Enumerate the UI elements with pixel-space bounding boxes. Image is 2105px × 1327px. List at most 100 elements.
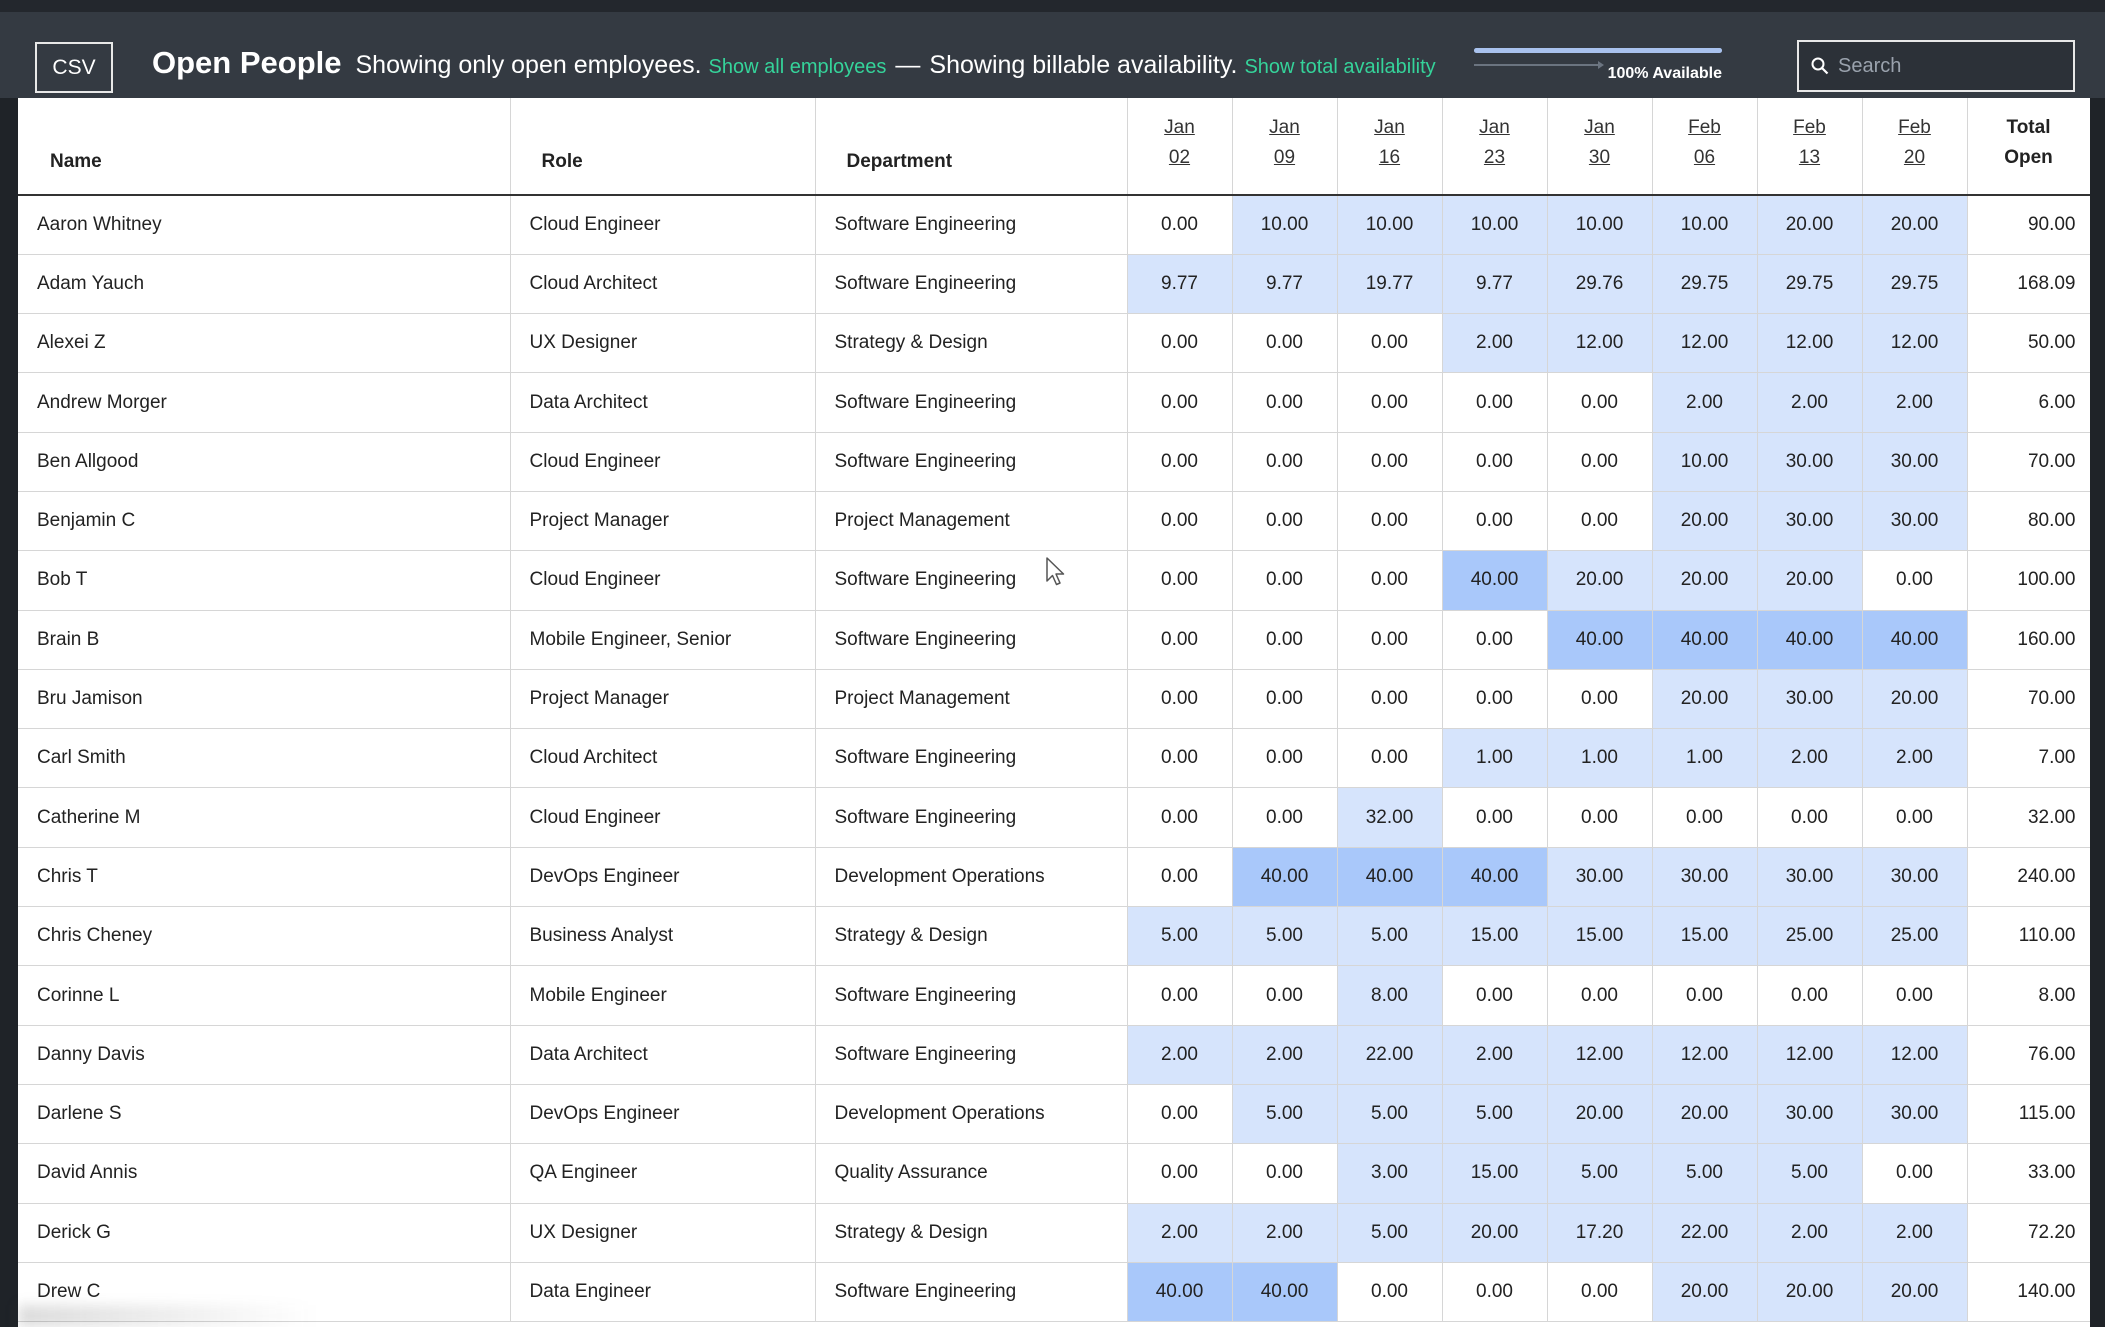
cell-department: Software Engineering — [815, 728, 1128, 789]
table-row[interactable]: Derick G UX Designer Strategy & Design 2.00… — [18, 1203, 2090, 1263]
cell-weekly-open-hours: 0.00 — [1757, 787, 1863, 848]
table-row[interactable]: Chris Cheney Business Analyst Strategy & D… — [18, 906, 2090, 967]
column-header-role[interactable]: Role — [510, 98, 816, 196]
cell-weekly-open-hours: 0.00 — [1127, 313, 1233, 374]
column-header-week[interactable]: Feb 13 — [1757, 98, 1863, 196]
cell-total-open: 72.20 — [1967, 1203, 2090, 1263]
cell-weekly-open-hours: 0.00 — [1442, 491, 1548, 552]
cell-name: Catherine M — [18, 787, 511, 848]
column-header-week[interactable]: Feb 20 — [1862, 98, 1968, 196]
cell-weekly-open-hours: 20.00 — [1652, 550, 1758, 611]
cell-weekly-open-hours: 0.00 — [1127, 669, 1233, 730]
table-row[interactable]: Ben Allgood Cloud Engineer Software Engine… — [18, 432, 2090, 492]
table-row[interactable]: Carl Smith Cloud Architect Software Engine… — [18, 728, 2090, 789]
week-month-label: Feb — [1898, 117, 1931, 138]
cell-weekly-open-hours: 0.00 — [1547, 787, 1653, 848]
cell-weekly-open-hours: 0.00 — [1232, 728, 1338, 789]
cell-weekly-open-hours: 40.00 — [1442, 550, 1548, 611]
cell-name: Ben Allgood — [18, 432, 511, 492]
column-header-week[interactable]: Jan 23 — [1442, 98, 1548, 196]
column-header-department[interactable]: Department — [815, 98, 1128, 196]
show-all-employees-link[interactable]: Show all employees — [708, 56, 887, 78]
table-row[interactable]: David Annis QA Engineer Quality Assurance 0… — [18, 1143, 2090, 1204]
table-row[interactable]: Adam Yauch Cloud Architect Software Engine… — [18, 254, 2090, 315]
table-row[interactable]: Bru Jamison Project Manager Project Manage… — [18, 669, 2090, 730]
cell-weekly-open-hours: 0.00 — [1862, 1143, 1968, 1204]
cell-weekly-open-hours: 12.00 — [1652, 313, 1758, 374]
week-day-label: 23 — [1483, 147, 1506, 168]
table-row[interactable]: Corinne L Mobile Engineer Software Enginee… — [18, 965, 2090, 1026]
cell-total-open: 160.00 — [1967, 610, 2090, 670]
cell-name: Benjamin C — [18, 491, 511, 552]
table-row[interactable]: Drew C Data Engineer Software Engineering 4… — [18, 1262, 2090, 1323]
cell-department: Software Engineering — [815, 965, 1128, 1026]
cell-name: Bru Jamison — [18, 669, 511, 730]
column-header-total-open[interactable]: Total Open — [1967, 98, 2090, 196]
cell-weekly-open-hours: 0.00 — [1232, 787, 1338, 848]
table-row[interactable]: Darlene S DevOps Engineer Development Oper… — [18, 1084, 2090, 1145]
cell-weekly-open-hours: 2.00 — [1862, 372, 1968, 433]
table-row[interactable]: Andrew Morger Data Architect Software Engi… — [18, 372, 2090, 433]
column-header-week[interactable]: Feb 06 — [1652, 98, 1758, 196]
column-header-week[interactable]: Jan 09 — [1232, 98, 1338, 196]
open-people-table-container: Name Role Department Jan 02 Jan 09 Jan 16 Jan 2… — [18, 98, 2090, 1327]
cell-weekly-open-hours: 40.00 — [1547, 610, 1653, 670]
cell-weekly-open-hours: 20.00 — [1862, 1262, 1968, 1323]
cell-weekly-open-hours: 40.00 — [1232, 1262, 1338, 1323]
cell-name: Darlene S — [18, 1084, 511, 1145]
cell-weekly-open-hours: 17.20 — [1547, 1203, 1653, 1263]
cell-weekly-open-hours: 0.00 — [1232, 372, 1338, 433]
cell-weekly-open-hours: 0.00 — [1232, 432, 1338, 492]
table-row[interactable]: Benjamin C Project Manager Project Managem… — [18, 491, 2090, 552]
cell-role: Cloud Architect — [510, 254, 816, 315]
column-header-week[interactable]: Jan 16 — [1337, 98, 1443, 196]
cell-department: Quality Assurance — [815, 1143, 1128, 1204]
cell-total-open: 70.00 — [1967, 669, 2090, 730]
csv-export-button[interactable]: CSV — [35, 42, 113, 93]
search-box[interactable] — [1797, 40, 2075, 92]
cell-role: DevOps Engineer — [510, 1084, 816, 1145]
title-bar: Open People Showing only open employees.… — [152, 45, 1445, 85]
cell-weekly-open-hours: 40.00 — [1862, 610, 1968, 670]
cell-weekly-open-hours: 2.00 — [1757, 728, 1863, 789]
cell-weekly-open-hours: 0.00 — [1442, 669, 1548, 730]
cell-weekly-open-hours: 20.00 — [1652, 1262, 1758, 1323]
cell-weekly-open-hours: 40.00 — [1127, 1262, 1233, 1323]
cell-weekly-open-hours: 9.77 — [1127, 254, 1233, 315]
cell-role: Project Manager — [510, 669, 816, 730]
cell-weekly-open-hours: 0.00 — [1127, 550, 1233, 611]
page-title: Open People — [152, 45, 342, 80]
search-icon — [1811, 57, 1829, 75]
week-day-label: 02 — [1168, 147, 1191, 168]
cell-weekly-open-hours: 0.00 — [1337, 313, 1443, 374]
availability-slider[interactable]: 100% Available — [1474, 48, 1722, 88]
week-day-label: 06 — [1693, 147, 1716, 168]
cell-weekly-open-hours: 20.00 — [1652, 1084, 1758, 1145]
cell-weekly-open-hours: 9.77 — [1442, 254, 1548, 315]
table-row[interactable]: Alexei Z UX Designer Strategy & Design 0.00… — [18, 313, 2090, 374]
cell-weekly-open-hours: 30.00 — [1652, 847, 1758, 908]
availability-handle[interactable] — [1474, 61, 1604, 69]
column-header-week[interactable]: Jan 02 — [1127, 98, 1233, 196]
cell-weekly-open-hours: 40.00 — [1232, 847, 1338, 908]
cell-role: Data Architect — [510, 372, 816, 433]
cell-role: Cloud Engineer — [510, 195, 816, 255]
column-header-week[interactable]: Jan 30 — [1547, 98, 1653, 196]
cell-total-open: 240.00 — [1967, 847, 2090, 908]
table-row[interactable]: Brain B Mobile Engineer, Senior Software E… — [18, 610, 2090, 670]
cell-weekly-open-hours: 20.00 — [1547, 1084, 1653, 1145]
table-row[interactable]: Bob T Cloud Engineer Software Engineering 0… — [18, 550, 2090, 611]
cell-weekly-open-hours: 0.00 — [1232, 491, 1338, 552]
column-header-name[interactable]: Name — [18, 98, 511, 196]
cell-weekly-open-hours: 0.00 — [1547, 1262, 1653, 1323]
table-row[interactable]: Chris T DevOps Engineer Development Operat… — [18, 847, 2090, 908]
table-row[interactable]: Aaron Whitney Cloud Engineer Software Engi… — [18, 195, 2090, 255]
show-total-availability-link[interactable]: Show total availability — [1244, 56, 1436, 78]
cell-total-open: 140.00 — [1967, 1262, 2090, 1323]
table-row[interactable]: Catherine M Cloud Engineer Software Engine… — [18, 787, 2090, 848]
cell-role: Data Engineer — [510, 1262, 816, 1323]
search-input[interactable] — [1838, 54, 2068, 78]
cell-weekly-open-hours: 2.00 — [1442, 313, 1548, 374]
cell-total-open: 80.00 — [1967, 491, 2090, 552]
table-row[interactable]: Danny Davis Data Architect Software Engine… — [18, 1025, 2090, 1085]
